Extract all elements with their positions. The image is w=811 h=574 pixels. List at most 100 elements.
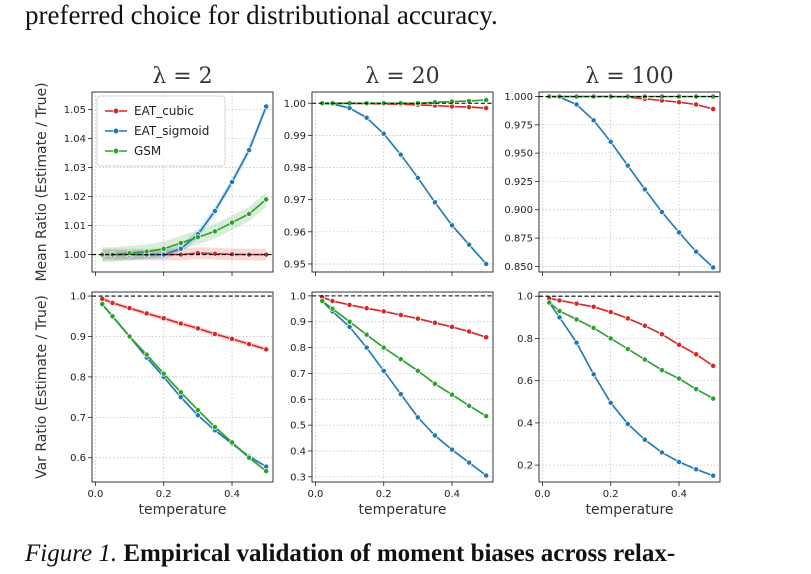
- data-point-EAT_cubic: [346, 301, 353, 308]
- data-point-GSM: [177, 240, 184, 246]
- data-point-EAT_cubic: [414, 315, 421, 322]
- caption-text: Empirical validation of moment biases ac…: [123, 540, 676, 567]
- panel-2: 0.95 0.96 0.97 0.98 0.99 1.00 λ = 20: [284, 64, 494, 276]
- y-tick-label: 0.99: [284, 131, 306, 142]
- data-point-EAT_sigmoid: [693, 248, 700, 255]
- y-tick-label: 1.000: [504, 92, 533, 103]
- data-point-EAT_sigmoid: [431, 432, 438, 439]
- data-point-EAT_sigmoid: [641, 186, 648, 193]
- legend-marker-EAT_sigmoid: [112, 127, 120, 135]
- data-point-EAT_sigmoid: [211, 208, 218, 214]
- data-point-EAT_cubic: [126, 305, 133, 312]
- x-tick-label: 0.4: [671, 489, 687, 500]
- data-point-EAT_cubic: [449, 103, 455, 110]
- y-tick-label: 0.8: [290, 343, 306, 354]
- data-point-GSM: [590, 324, 597, 331]
- band-GSM: [102, 302, 267, 473]
- data-point-EAT_sigmoid: [573, 339, 580, 346]
- data-point-GSM: [263, 196, 270, 203]
- data-point-GSM: [624, 346, 631, 352]
- y-tick-label: 0.8: [517, 334, 533, 345]
- y-tick-label: 1.02: [64, 192, 86, 203]
- data-point-EAT_sigmoid: [346, 323, 353, 330]
- data-point-EAT_cubic: [194, 325, 201, 332]
- series-line-EAT_sigmoid: [101, 303, 267, 468]
- band-EAT_sigmoid: [102, 302, 267, 469]
- data-point-EAT_cubic: [211, 331, 218, 337]
- data-point-EAT_sigmoid: [449, 446, 455, 453]
- data-point-GSM: [363, 331, 370, 338]
- data-point-EAT_cubic: [431, 319, 438, 326]
- data-point-GSM: [329, 305, 336, 312]
- band-EAT_cubic: [549, 297, 714, 367]
- legend-box: [96, 95, 226, 167]
- y-axis-label: Mean Ratio (Estimate / True): [34, 82, 50, 281]
- data-point-GSM: [466, 402, 473, 409]
- data-point-EAT_sigmoid: [177, 245, 184, 252]
- data-point-GSM: [143, 351, 150, 358]
- plot-area: [99, 295, 270, 475]
- y-tick-label: 1.0: [290, 291, 306, 302]
- data-point-EAT_cubic: [109, 299, 116, 306]
- data-point-GSM: [431, 99, 438, 106]
- y-tick-label: 0.8: [70, 372, 86, 383]
- data-point-EAT_sigmoid: [676, 229, 682, 236]
- data-point-GSM: [676, 375, 682, 382]
- data-point-EAT_sigmoid: [641, 436, 648, 443]
- axes-frame: [91, 291, 274, 483]
- x-tick-label: 0.0: [307, 489, 323, 500]
- data-point-EAT_cubic: [658, 331, 665, 338]
- data-point-EAT_sigmoid: [483, 472, 490, 479]
- data-point-EAT_cubic: [676, 341, 682, 348]
- data-point-GSM: [693, 386, 700, 393]
- data-point-GSM: [160, 245, 167, 252]
- band-EAT_sigmoid: [322, 102, 487, 266]
- header-text: preferred choice for distributional accu…: [25, 0, 498, 30]
- axes-frame: [91, 91, 274, 273]
- data-point-EAT_sigmoid: [556, 314, 563, 321]
- x-tick-label: 0.4: [224, 489, 240, 500]
- plot-area: [319, 97, 490, 267]
- y-tick-label: 0.3: [290, 472, 306, 483]
- data-point-GSM: [99, 301, 106, 308]
- caption-label: Figure 1.: [25, 540, 118, 567]
- figure-caption: Figure 1. Empirical validation of moment…: [25, 540, 675, 568]
- data-point-GSM: [573, 316, 580, 323]
- data-point-EAT_cubic: [693, 351, 700, 358]
- legend-label-EAT_sigmoid: EAT_sigmoid: [134, 124, 209, 138]
- y-tick-label: 0.6: [70, 453, 86, 464]
- data-point-EAT_sigmoid: [346, 105, 353, 112]
- data-point-EAT_sigmoid: [710, 264, 717, 271]
- data-point-EAT_sigmoid: [483, 261, 490, 267]
- series-line-GSM: [101, 303, 267, 472]
- x-axis-label: temperature: [359, 502, 447, 518]
- data-point-EAT_sigmoid: [466, 459, 473, 466]
- plot-area: [319, 294, 490, 479]
- series-line-EAT_sigmoid: [549, 95, 714, 269]
- panel-5: 0.3 0.4 0.5 0.6 0.7 0.8 0.9 1.0 0.0 0.2 0.4 tempera…: [290, 291, 494, 518]
- data-point-EAT_sigmoid: [658, 449, 665, 456]
- y-tick-label: 0.4: [517, 418, 533, 429]
- data-point-EAT_cubic: [363, 305, 370, 312]
- data-point-EAT_cubic: [177, 320, 184, 327]
- data-point-GSM: [126, 333, 133, 340]
- data-point-EAT_sigmoid: [449, 222, 455, 229]
- y-tick-label: 0.95: [284, 259, 306, 270]
- data-point-GSM: [449, 391, 455, 398]
- data-point-EAT_sigmoid: [380, 130, 387, 137]
- x-tick-label: 0.2: [156, 489, 172, 500]
- data-point-GSM: [658, 367, 665, 374]
- data-point-EAT_cubic: [211, 250, 218, 257]
- y-tick-label: 0.4: [290, 446, 306, 457]
- axes-frame: [538, 291, 721, 483]
- series-line-EAT_cubic: [549, 297, 714, 367]
- data-point-EAT_sigmoid: [380, 367, 387, 374]
- data-point-EAT_cubic: [641, 322, 648, 329]
- y-tick-label: 0.2: [517, 461, 533, 472]
- data-point-EAT_cubic: [590, 303, 597, 310]
- data-point-GSM: [246, 210, 253, 217]
- axes-frame: [311, 291, 494, 483]
- data-point-EAT_cubic: [624, 315, 631, 322]
- data-point-EAT_cubic: [483, 334, 490, 341]
